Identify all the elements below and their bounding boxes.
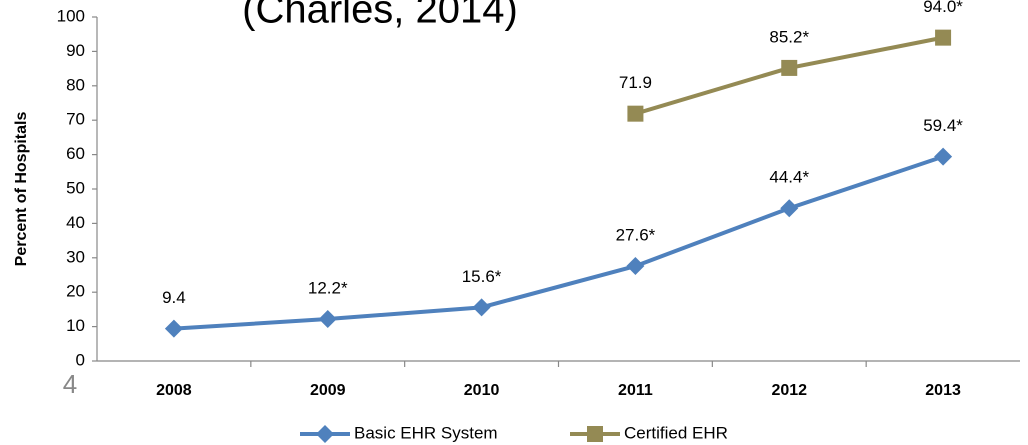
data-label: 94.0* [923, 0, 963, 16]
y-tick-label: 50 [66, 178, 85, 197]
data-label: 9.4 [162, 288, 186, 307]
y-tick-label: 60 [66, 144, 85, 163]
data-point [472, 298, 491, 317]
y-tick-label: 70 [66, 110, 85, 129]
data-label: 27.6* [616, 226, 656, 245]
data-point [626, 257, 645, 276]
y-tick-label: 90 [66, 41, 85, 60]
x-tick-label: 2010 [464, 382, 500, 399]
y-tick-label: 20 [66, 282, 85, 301]
y-tick-label: 30 [66, 247, 85, 266]
legend-marker [316, 425, 334, 443]
y-tick-label: 40 [66, 213, 85, 232]
legend-label: Basic EHR System [354, 423, 498, 442]
data-point [781, 59, 798, 76]
data-point [627, 105, 644, 122]
data-point [934, 147, 953, 166]
data-label: 15.6* [462, 267, 502, 286]
y-tick-label: 100 [57, 6, 85, 25]
data-point [780, 199, 799, 218]
legend-label: Certified EHR [624, 423, 728, 442]
data-label: 59.4* [923, 116, 963, 135]
data-label: 12.2* [308, 279, 348, 298]
chart-title: (Charles, 2014) [242, 0, 518, 32]
series-line [173, 154, 944, 331]
y-tick-label: 80 [66, 75, 85, 94]
legend-marker [587, 426, 603, 442]
x-tick-label: 2008 [156, 382, 192, 399]
y-tick-label: 10 [66, 316, 85, 335]
x-tick-label: 2012 [771, 382, 807, 399]
x-tick-label: 2013 [925, 382, 961, 399]
page-number: 4 [63, 369, 77, 399]
data-label: 71.9 [619, 73, 652, 92]
y-tick-label: 0 [76, 350, 85, 369]
x-tick-label: 2009 [310, 382, 346, 399]
x-tick-label: 2011 [618, 382, 653, 399]
y-axis-label: Percent of Hospitals [13, 112, 30, 267]
data-point [164, 319, 183, 338]
data-point [935, 29, 952, 46]
data-label: 85.2* [769, 27, 809, 46]
data-point [318, 310, 337, 329]
data-label: 44.4* [769, 168, 809, 187]
